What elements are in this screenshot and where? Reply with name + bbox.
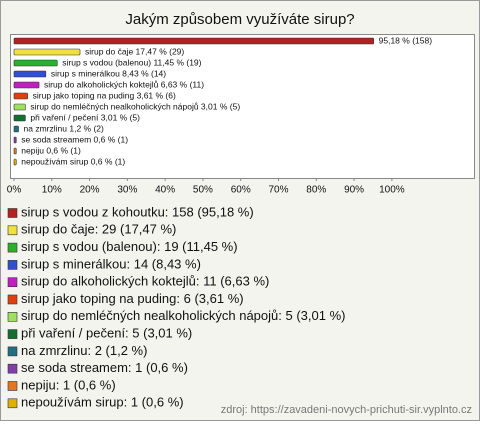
bar-label: 95,18 % (158) <box>379 35 433 45</box>
x-tick-label: 0% <box>7 185 22 196</box>
x-tick-label: 60% <box>231 185 251 196</box>
legend-label: sirup do čaje: 29 (17,47 %) <box>21 222 176 237</box>
bar-label: sirup jako toping na puding 3,61 % (6) <box>33 90 176 100</box>
bar <box>13 59 58 67</box>
bar-label: při vaření / pečení 3,01 % (5) <box>30 112 140 122</box>
x-tick-label: 50% <box>193 185 213 196</box>
bar <box>13 48 81 56</box>
legend-swatch <box>7 329 18 339</box>
legend-swatch <box>7 208 18 218</box>
legend-label: sirup do nemléčných nealkoholických nápo… <box>21 308 345 323</box>
legend-label: sirup s vodou (balenou): 19 (11,45 %) <box>21 239 238 254</box>
x-tick-label: 70% <box>269 185 289 196</box>
legend-swatch <box>7 381 18 391</box>
bar <box>13 125 19 133</box>
bar <box>13 103 26 111</box>
legend-swatch <box>7 294 18 305</box>
legend-swatch <box>7 346 18 357</box>
bar <box>13 70 47 78</box>
bar-label: sirup s minerálkou 8,43 % (14) <box>51 68 166 78</box>
bar <box>13 81 40 89</box>
legend-swatch <box>7 398 18 409</box>
plot-area <box>10 34 475 179</box>
legend-label: nepiju: 1 (0,6 %) <box>21 377 116 392</box>
bar-label: sirup do alkoholických koktejlů 6,63 % (… <box>44 79 204 89</box>
bar <box>13 92 28 100</box>
chart-title: Jakým způsobem využíváte sirup? <box>125 11 354 28</box>
bar-label: nepiju 0,6 % (1) <box>21 145 81 155</box>
x-tick-label: 90% <box>344 185 364 196</box>
bar <box>13 147 17 155</box>
bar-label: sirup do čaje 17,47 % (29) <box>85 46 184 56</box>
x-tick-label: 20% <box>80 185 100 196</box>
bar-label: se soda streamem 0,6 % (1) <box>21 134 128 144</box>
bar <box>13 136 17 144</box>
legend-swatch <box>7 242 18 253</box>
x-tick-label: 10% <box>42 185 62 196</box>
legend-label: sirup s minerálkou: 14 (8,43 %) <box>21 256 201 271</box>
x-tick-label: 80% <box>306 185 326 196</box>
bar-label: na zmrzlinu 1,2 % (2) <box>24 123 104 133</box>
bar-label: nepoužívám sirup 0,6 % (1) <box>21 156 125 166</box>
legend-swatch <box>7 225 18 236</box>
legend-swatch <box>7 277 18 288</box>
legend-label: nepoužívám sirup: 1 (0,6 %) <box>21 395 184 410</box>
legend-label: na zmrzlinu: 2 (1,2 %) <box>21 343 147 358</box>
legend-label: sirup jako toping na puding: 6 (3,61 %) <box>21 291 244 306</box>
x-tick-label: 30% <box>117 185 137 196</box>
legend-label: sirup s vodou z kohoutku: 158 (95,18 %) <box>21 204 254 219</box>
legend-label: sirup do alkoholických koktejlů: 11 (6,6… <box>21 274 269 289</box>
legend-label: při vaření / pečení: 5 (3,01 %) <box>21 326 192 341</box>
bar <box>13 114 26 122</box>
source: zdroj: https://zavadeni-novych-prichuti-… <box>221 404 472 416</box>
legend-swatch <box>7 363 18 374</box>
legend-swatch <box>7 311 18 322</box>
legend-label: se soda streamem: 1 (0,6 %) <box>21 360 188 375</box>
legend-swatch <box>7 260 18 270</box>
bar-label: sirup s vodou (balenou) 11,45 % (19) <box>62 57 201 67</box>
x-tick-label: 100% <box>379 185 405 196</box>
x-tick-label: 40% <box>155 185 175 196</box>
bar <box>13 37 374 45</box>
bar <box>13 158 17 166</box>
bar-label: sirup do nemléčných nealkoholických nápo… <box>30 101 240 111</box>
